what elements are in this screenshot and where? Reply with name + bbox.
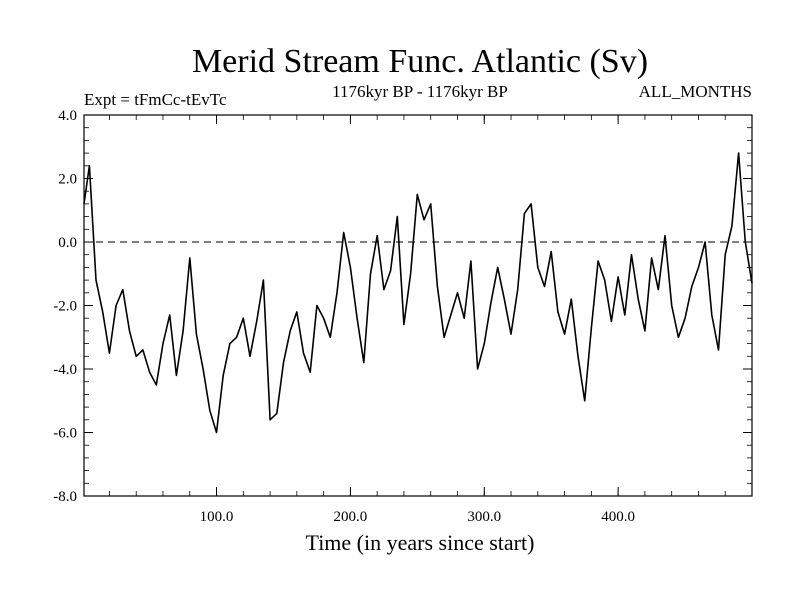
x-tick-label: 400.0 bbox=[601, 509, 635, 525]
season-label: ALL_MONTHS bbox=[639, 82, 752, 101]
x-tick-label: 200.0 bbox=[334, 509, 368, 525]
series-line bbox=[83, 152, 753, 434]
x-axis-label: Time (in years since start) bbox=[306, 530, 535, 555]
experiment-label: Expt = tFmCc-tEvTc bbox=[84, 90, 227, 109]
y-tick-label: -2.0 bbox=[53, 299, 77, 315]
y-tick-label: 4.0 bbox=[58, 108, 77, 124]
y-tick-label: 0.0 bbox=[58, 235, 77, 251]
y-tick-label: -6.0 bbox=[53, 426, 77, 442]
plot-frame bbox=[83, 114, 753, 497]
y-tick-label: -4.0 bbox=[53, 362, 77, 378]
period-label: 1176kyr BP - 1176kyr BP bbox=[332, 82, 508, 101]
x-tick-label: 300.0 bbox=[467, 509, 501, 525]
chart-title: Merid Stream Func. Atlantic (Sv) bbox=[192, 43, 648, 80]
x-tick-label: 100.0 bbox=[200, 509, 234, 525]
y-tick-label: -8.0 bbox=[53, 489, 77, 505]
y-tick-label: 2.0 bbox=[58, 172, 77, 188]
